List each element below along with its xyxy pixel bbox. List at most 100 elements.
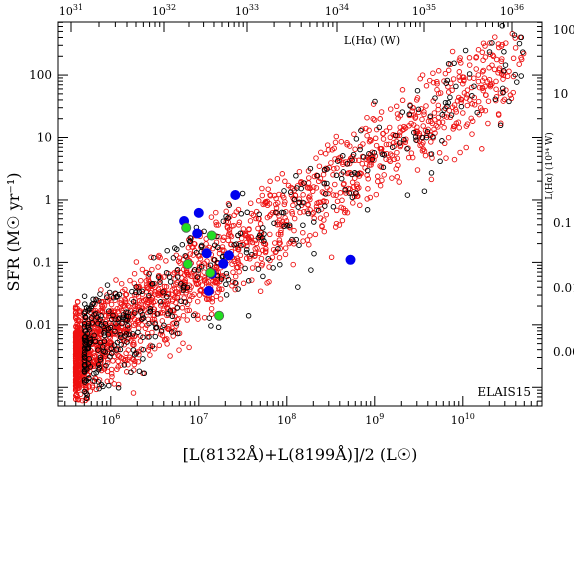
- data-point: [276, 240, 282, 246]
- data-point: [74, 347, 81, 354]
- data-point: [345, 170, 352, 176]
- data-point: [175, 315, 182, 322]
- data-point: [111, 381, 118, 387]
- data-point: [397, 129, 403, 136]
- data-point: [118, 362, 124, 368]
- data-point: [216, 285, 222, 292]
- data-point: [136, 368, 143, 374]
- x-axis-label: [L(8132Å)+L(8199Å)]/2 (L☉): [183, 444, 418, 464]
- data-point: [118, 280, 125, 287]
- data-point: [377, 163, 383, 169]
- right-tick-label: 0.01: [553, 281, 574, 295]
- data-point: [243, 249, 250, 256]
- data-point: [469, 93, 475, 99]
- data-point: [469, 131, 475, 137]
- data-point: [189, 244, 195, 250]
- right-tick-label: 0.00: [553, 345, 574, 359]
- data-point: [237, 252, 244, 259]
- data-point: [152, 321, 158, 327]
- data-point: [368, 162, 374, 168]
- data-point: [132, 302, 138, 309]
- data-point: [110, 312, 116, 319]
- data-point: [493, 86, 499, 92]
- data-point: [91, 378, 98, 384]
- data-point: [194, 298, 201, 305]
- data-point: [164, 301, 171, 307]
- data-point: [279, 209, 285, 216]
- data-point: [106, 289, 113, 296]
- data-point: [434, 78, 440, 85]
- data-point: [81, 349, 88, 355]
- data-point: [230, 222, 237, 229]
- data-point: [76, 373, 83, 379]
- data-point: [215, 324, 222, 331]
- data-point: [136, 283, 142, 290]
- data-point: [351, 170, 358, 176]
- ticks-layer: 106 107 108 109 1010 0.01 0.1 1 10 100 100 10 0.1 0.0…: [25, 3, 574, 427]
- data-point: [492, 96, 499, 102]
- data-point: [93, 296, 99, 303]
- data-point: [273, 201, 279, 208]
- data-point: [380, 130, 387, 137]
- data-point: [356, 157, 362, 164]
- data-point: [182, 272, 188, 278]
- data-point: [330, 204, 337, 210]
- data-point: [506, 68, 512, 75]
- data-point: [364, 207, 371, 213]
- data-point: [249, 251, 255, 258]
- data-point: [323, 211, 330, 218]
- data-point: [82, 301, 88, 307]
- data-point: [456, 69, 463, 75]
- data-point: [322, 203, 328, 209]
- data-point: [301, 208, 307, 215]
- data-point: [159, 318, 166, 324]
- data-point: [516, 40, 523, 47]
- data-point: [250, 212, 257, 219]
- data-point: [281, 223, 287, 229]
- data-point: [262, 248, 269, 254]
- data-point: [110, 358, 116, 364]
- data-point: [152, 291, 158, 298]
- data-point: [358, 127, 364, 134]
- data-point: [169, 329, 175, 335]
- data-point: [95, 320, 101, 327]
- data-point: [255, 225, 261, 232]
- data-point: [500, 89, 506, 96]
- data-point: [207, 262, 214, 268]
- data-point: [105, 331, 111, 338]
- data-point: [333, 192, 339, 199]
- data-point: [73, 368, 80, 375]
- data-point: [91, 311, 97, 318]
- data-point: [289, 211, 296, 217]
- data-point: [290, 195, 296, 201]
- data-point: [132, 310, 138, 316]
- data-point: [171, 308, 177, 314]
- data-point: [396, 179, 402, 185]
- data-point: [81, 351, 88, 358]
- data-point: [171, 327, 178, 334]
- data-point: [182, 259, 193, 270]
- data-point: [498, 120, 504, 127]
- data-point: [277, 245, 283, 252]
- data-point: [393, 103, 400, 110]
- data-point: [363, 125, 369, 132]
- data-point: [232, 286, 238, 293]
- data-point: [91, 358, 98, 365]
- data-point: [368, 137, 374, 144]
- data-point: [340, 169, 347, 175]
- data-point: [496, 44, 502, 51]
- data-point: [506, 98, 512, 105]
- data-point: [226, 226, 233, 233]
- x-tick-label: 107: [189, 412, 208, 427]
- data-point: [223, 292, 230, 298]
- data-point: [101, 366, 108, 372]
- data-point: [501, 49, 507, 55]
- data-point: [139, 266, 146, 273]
- data-point: [309, 211, 315, 217]
- data-point: [307, 165, 314, 172]
- data-point: [282, 178, 288, 185]
- data-point: [93, 317, 100, 324]
- data-point: [350, 151, 357, 158]
- data-point: [420, 146, 427, 153]
- data-point: [416, 138, 423, 144]
